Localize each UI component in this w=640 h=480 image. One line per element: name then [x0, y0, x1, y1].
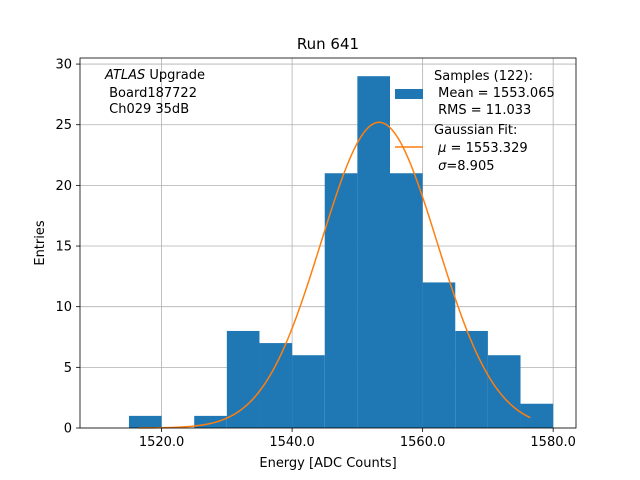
- annotation-upgrade: Upgrade: [145, 68, 205, 83]
- histogram-bar: [357, 76, 390, 429]
- histogram-bars: [128, 76, 554, 429]
- histogram-bar: [259, 343, 293, 428]
- histogram-bar: [226, 330, 260, 428]
- plot-frame: [79, 57, 577, 429]
- x-tick-label: 1580.0: [530, 435, 576, 450]
- legend-mu-symbol: μ: [437, 141, 446, 156]
- histogram-bar: [487, 355, 521, 428]
- x-axis-label: Energy [ADC Counts]: [259, 456, 396, 471]
- legend-samples-header: Samples (122):: [434, 69, 533, 84]
- annotation-line-2: Board187722: [105, 86, 197, 101]
- annotation-atlas: ATLAS: [104, 68, 145, 83]
- legend-fit-header: Gaussian Fit:: [434, 123, 517, 138]
- y-axis-ticks: 0 5 10 15 20 25 30: [55, 58, 80, 437]
- x-tick-label: 1540.0: [269, 435, 315, 450]
- y-tick-label: 10: [55, 300, 72, 315]
- legend-sigma-symbol: σ: [438, 159, 447, 174]
- histogram-bar: [128, 415, 162, 428]
- x-tick-label: 1520.0: [139, 435, 185, 450]
- chart-title: Run 641: [297, 35, 359, 53]
- legend: Samples (122): Mean = 1553.065 RMS = 11.…: [395, 69, 555, 174]
- histogram-bar: [390, 173, 423, 428]
- annotation-text: ATLAS Upgrade Board187722 Ch029 35dB: [104, 68, 205, 117]
- legend-sigma-value: =8.905: [446, 159, 494, 174]
- histogram-bar: [292, 355, 325, 428]
- gaussian-fit-curve: [138, 121, 531, 429]
- y-tick-label: 0: [64, 422, 72, 437]
- y-tick-label: 30: [55, 58, 72, 73]
- legend-samples-swatch: [395, 89, 423, 99]
- x-tick-label: 1560.0: [400, 435, 446, 450]
- y-axis-label: Entries: [33, 220, 48, 266]
- histogram-bar: [455, 330, 488, 428]
- histogram-bar: [324, 173, 358, 428]
- legend-mu-value: = 1553.329: [446, 141, 527, 156]
- y-tick-label: 20: [55, 179, 72, 194]
- x-axis-ticks: 1520.0 1540.0 1560.0 1580.0: [139, 428, 576, 450]
- y-tick-label: 5: [64, 361, 72, 376]
- legend-fit-sigma: σ=8.905: [434, 159, 495, 174]
- histogram-bar: [422, 282, 456, 428]
- annotation-line-1: ATLAS Upgrade: [104, 68, 205, 83]
- y-tick-label: 15: [55, 240, 72, 255]
- legend-samples-rms: RMS = 11.033: [434, 103, 531, 118]
- legend-samples-mean: Mean = 1553.065: [434, 86, 555, 101]
- y-tick-label: 25: [55, 118, 72, 133]
- legend-fit-mu: μ = 1553.329: [434, 141, 528, 156]
- annotation-line-3: Ch029 35dB: [105, 102, 189, 117]
